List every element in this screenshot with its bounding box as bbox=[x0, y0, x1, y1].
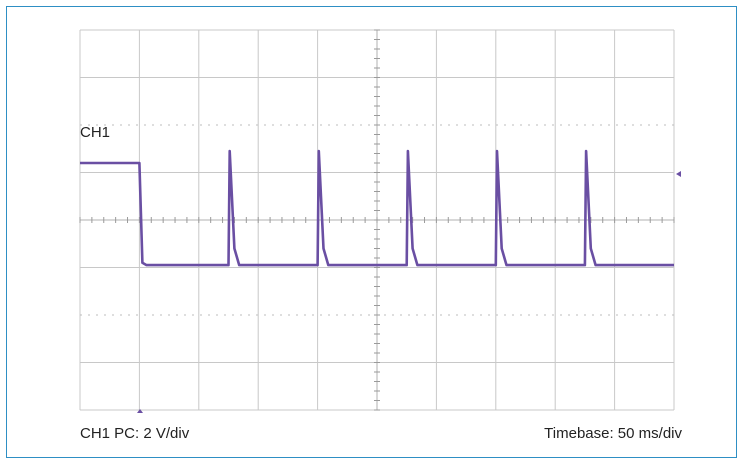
trigger-position-marker bbox=[137, 409, 143, 413]
channel-label: CH1 bbox=[80, 124, 111, 141]
vertical-scale-label: CH1 PC: 2 V/div bbox=[80, 425, 190, 442]
trigger-level-marker bbox=[676, 171, 681, 177]
ch1-trace bbox=[80, 149, 674, 267]
timebase-label: Timebase: 50 ms/div bbox=[544, 425, 682, 442]
figure-frame bbox=[6, 6, 737, 458]
